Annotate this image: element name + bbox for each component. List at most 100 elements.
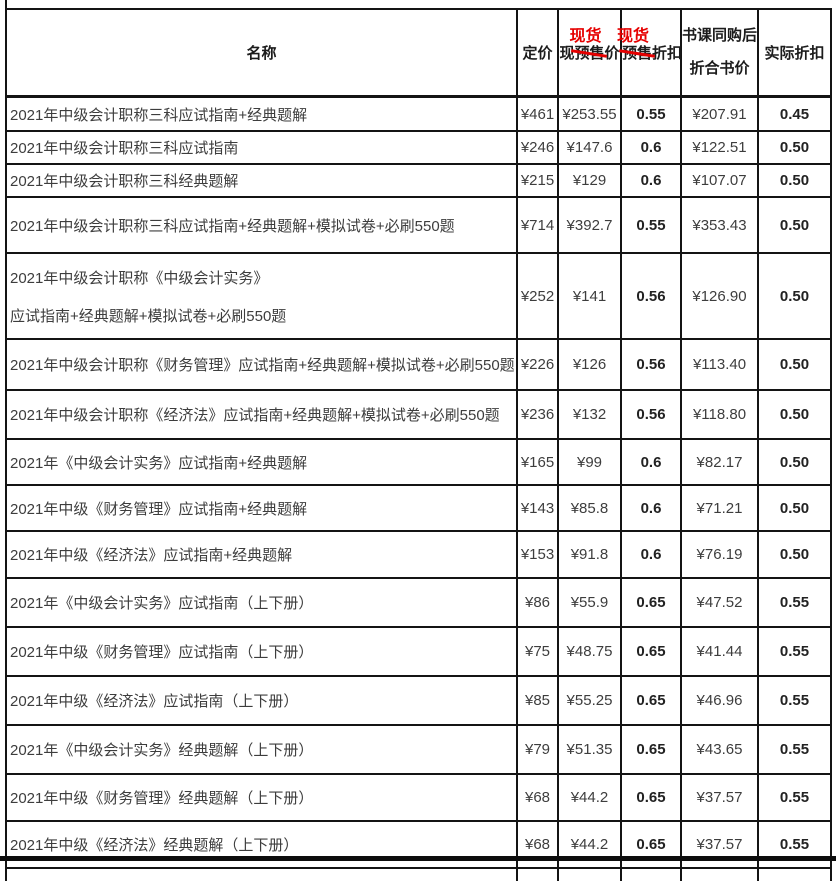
- header-row: 名称 定价 现现货 预售价 现货 预售折扣 书课同购后 折合书价 实际折扣: [5, 8, 832, 98]
- sale-price-cell: ¥392.7: [557, 196, 622, 254]
- list-price-cell: ¥714: [516, 196, 559, 254]
- spot-goods-annotation: 现货: [569, 28, 602, 45]
- sale-price-prefix: 现: [559, 45, 575, 62]
- table-row: 2021年中级会计职称三科经典题解 ¥215 ¥129 0.6 ¥107.07 …: [5, 163, 832, 198]
- crop-edge-bar: [0, 856, 836, 861]
- sale-discount-cell: 0.55: [620, 95, 682, 132]
- sale-price-cell: ¥147.6: [557, 130, 622, 165]
- sale-discount-cell: 0.65: [620, 773, 682, 822]
- book-name: 2021年中级会计职称《中级会计实务》: [10, 269, 269, 287]
- book-name-cell: 2021年中级会计职称三科经典题解: [5, 163, 518, 198]
- list-price-cell: ¥461: [516, 95, 559, 132]
- list-price-cell: ¥236: [516, 389, 559, 440]
- table-row: 2021年中级《经济法》应试指南+经典题解 ¥153 ¥91.8 0.6 ¥76…: [5, 530, 832, 579]
- actual-discount-cell: 0.55: [757, 773, 832, 822]
- table-row: 2021年中级会计职称三科应试指南 ¥246 ¥147.6 0.6 ¥122.5…: [5, 130, 832, 165]
- bundle-price-cell: ¥107.07: [680, 163, 759, 198]
- actual-discount-cell: 0.55: [757, 724, 832, 775]
- sale-price-cell: ¥129: [557, 163, 622, 198]
- book-name-cell: 2021年《中级会计实务》应试指南（上下册）: [5, 577, 518, 628]
- sale-price-suffix: 价: [604, 45, 620, 62]
- book-name: 2021年《中级会计实务》应试指南+经典题解: [10, 454, 308, 472]
- col-header-actual-discount-label: 实际折扣: [764, 45, 825, 62]
- book-name: 2021年中级《经济法》应试指南+经典题解: [10, 547, 293, 564]
- presale-text: 预售: [574, 45, 605, 62]
- sale-price-cell: ¥85.8: [557, 484, 622, 532]
- sale-discount-suffix: 折扣: [652, 45, 683, 62]
- table-row: 2021年中级会计职称三科应试指南+经典题解 ¥461 ¥253.55 0.55…: [5, 95, 832, 132]
- sale-discount-cell: 0.6: [620, 130, 682, 165]
- bundle-price-cell: ¥122.51: [680, 130, 759, 165]
- empty-cell: [680, 867, 759, 881]
- book-name: 2021年中级《财务管理》应试指南+经典题解: [10, 500, 308, 518]
- table-row: 2021年中级会计职称三科应试指南+经典题解+模拟试卷+必刷550题 ¥714 …: [5, 196, 832, 254]
- sale-price-cell: ¥141: [557, 252, 622, 340]
- actual-discount-cell: 0.50: [757, 163, 832, 198]
- book-name: 2021年中级《财务管理》应试指南（上下册）: [10, 644, 314, 661]
- book-name: 2021年中级《经济法》经典题解（上下册）: [10, 837, 299, 854]
- col-header-sale-price: 现现货 预售价: [557, 8, 622, 98]
- book-name: 2021年《中级会计实务》经典题解（上下册）: [10, 742, 314, 759]
- bundle-price-cell: ¥207.91: [680, 95, 759, 132]
- book-name: 2021年中级会计职称三科应试指南+经典题解+模拟试卷+必刷550题: [10, 217, 455, 235]
- sale-discount-cell: 0.56: [620, 252, 682, 340]
- bundle-price-cell: ¥353.43: [680, 196, 759, 254]
- sale-discount-cell: 0.6: [620, 484, 682, 532]
- sale-discount-cell: 0.56: [620, 389, 682, 440]
- table-row: 2021年中级《财务管理》应试指南+经典题解 ¥143 ¥85.8 0.6 ¥7…: [5, 484, 832, 532]
- table-row: 2021年中级《财务管理》应试指南（上下册） ¥75 ¥48.75 0.65 ¥…: [5, 626, 832, 677]
- spot-goods-annotation: 现货: [617, 28, 650, 45]
- empty-cell: [557, 867, 622, 881]
- sale-discount-cell: 0.65: [620, 675, 682, 726]
- col-header-sale-discount: 现货 预售折扣: [617, 8, 683, 98]
- sale-discount-cell: 0.65: [620, 577, 682, 628]
- table-body: 2021年中级会计职称三科应试指南+经典题解 ¥461 ¥253.55 0.55…: [5, 95, 832, 869]
- bundle-price-cell: ¥71.21: [680, 484, 759, 532]
- sale-price-cell: ¥44.2: [557, 773, 622, 822]
- list-price-cell: ¥86: [516, 577, 559, 628]
- sale-discount-cell: 0.55: [620, 196, 682, 254]
- list-price-cell: ¥165: [516, 438, 559, 486]
- col-header-list-price-label: 定价: [522, 45, 553, 62]
- bundle-header-line1: 书课同购后: [682, 27, 758, 44]
- list-price-cell: ¥226: [516, 338, 559, 391]
- book-name-cell: 2021年中级《经济法》应试指南+经典题解: [5, 530, 518, 579]
- table-row: 2021年中级《财务管理》经典题解（上下册） ¥68 ¥44.2 0.65 ¥3…: [5, 773, 832, 822]
- col-header-actual-discount: 实际折扣: [757, 8, 832, 98]
- sale-price-cell: ¥99: [557, 438, 622, 486]
- book-name-cell: 2021年中级《经济法》应试指南（上下册）: [5, 675, 518, 726]
- cropped-row-border-tick: [5, 0, 7, 9]
- book-name: 2021年中级会计职称三科经典题解: [10, 173, 239, 190]
- list-price-cell: ¥153: [516, 530, 559, 579]
- actual-discount-cell: 0.50: [757, 530, 832, 579]
- bundle-price-cell: ¥113.40: [680, 338, 759, 391]
- book-name-cell: 2021年中级会计职称《经济法》应试指南+经典题解+模拟试卷+必刷550题: [5, 389, 518, 440]
- table-row: 2021年中级会计职称《中级会计实务》 应试指南+经典题解+模拟试卷+必刷550…: [5, 252, 832, 340]
- book-name-cell: 2021年中级《财务管理》应试指南+经典题解: [5, 484, 518, 532]
- book-name-cell: 2021年中级会计职称三科应试指南+经典题解+模拟试卷+必刷550题: [5, 196, 518, 254]
- book-name-cell: 2021年中级《财务管理》经典题解（上下册）: [5, 773, 518, 822]
- sale-price-cell: ¥51.35: [557, 724, 622, 775]
- bundle-price-cell: ¥82.17: [680, 438, 759, 486]
- actual-discount-cell: 0.50: [757, 252, 832, 340]
- table-row: 2021年中级会计职称《财务管理》应试指南+经典题解+模拟试卷+必刷550题 ¥…: [5, 338, 832, 391]
- book-name-line2: 应试指南+经典题解+模拟试卷+必刷550题: [10, 307, 287, 325]
- price-table: 名称 定价 现现货 预售价 现货 预售折扣 书课同购后 折合书价 实际折扣: [5, 8, 832, 881]
- list-price-cell: ¥68: [516, 773, 559, 822]
- book-name-cell: 2021年中级会计职称三科应试指南+经典题解: [5, 95, 518, 132]
- struck-presale-text: 现货 预售: [617, 28, 652, 63]
- actual-discount-cell: 0.50: [757, 130, 832, 165]
- sale-discount-cell: 0.65: [620, 626, 682, 677]
- book-name: 2021年中级会计职称三科应试指南+经典题解: [10, 106, 308, 124]
- col-header-name-label: 名称: [246, 45, 277, 62]
- actual-discount-cell: 0.55: [757, 577, 832, 628]
- list-price-cell: ¥246: [516, 130, 559, 165]
- table-row: 2021年中级会计职称《经济法》应试指南+经典题解+模拟试卷+必刷550题 ¥2…: [5, 389, 832, 440]
- sale-price-cell: ¥253.55: [557, 95, 622, 132]
- sale-price-cell: ¥55.25: [557, 675, 622, 726]
- actual-discount-cell: 0.50: [757, 196, 832, 254]
- list-price-cell: ¥215: [516, 163, 559, 198]
- col-header-bundle-price: 书课同购后 折合书价: [680, 8, 759, 98]
- book-name-cell: 2021年中级会计职称《财务管理》应试指南+经典题解+模拟试卷+必刷550题: [5, 338, 518, 391]
- bundle-price-cell: ¥76.19: [680, 530, 759, 579]
